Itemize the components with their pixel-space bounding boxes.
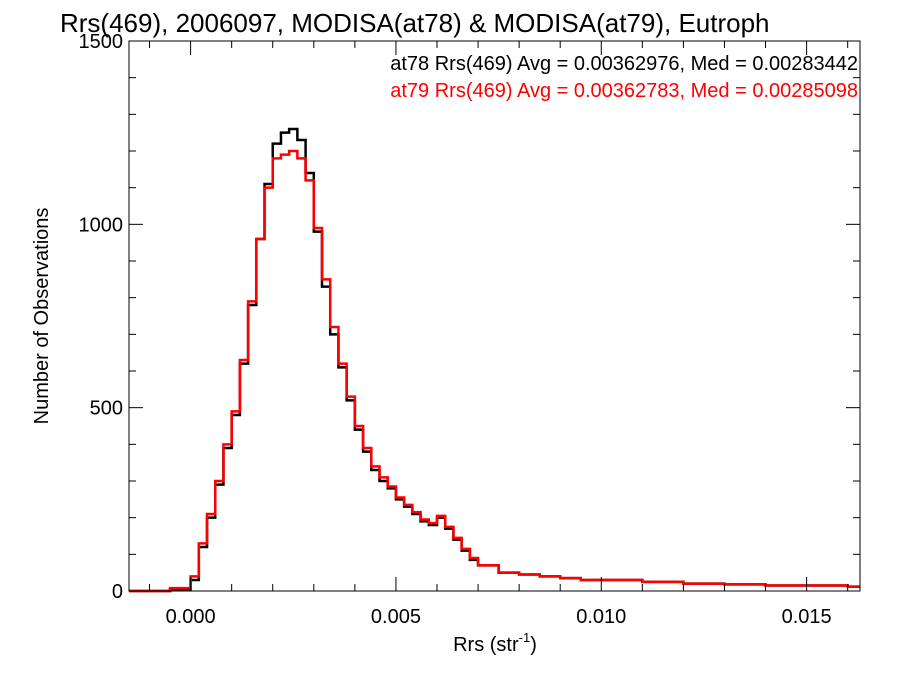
x-tick-label: 0.010 — [576, 606, 626, 628]
chart-title: Rrs(469), 2006097, MODISA(at78) & MODISA… — [60, 8, 770, 38]
legend: at78 Rrs(469) Avg = 0.00362976, Med = 0.… — [390, 53, 858, 102]
axes: 0.000 0.005 0.010 0.015 0 500 1000 1500 — [79, 31, 861, 628]
y-tick-label: 1000 — [79, 214, 124, 236]
y-tick-label: 500 — [90, 398, 123, 420]
y-tick-label: 0 — [112, 581, 123, 603]
series-2-line — [129, 149, 860, 593]
x-tick-label: 0.000 — [166, 606, 216, 628]
x-axis-label: Rrs (str-1) — [453, 630, 537, 656]
legend-entry-2: at79 Rrs(469) Avg = 0.00362783, Med = 0.… — [390, 80, 858, 102]
y-tick-label: 1500 — [79, 31, 124, 53]
x-tick-label: 0.005 — [371, 606, 421, 628]
legend-entry-1: at78 Rrs(469) Avg = 0.00362976, Med = 0.… — [390, 53, 858, 75]
plot-area — [129, 127, 860, 593]
x-tick-label: 0.015 — [782, 606, 832, 628]
x-axis-label-close: ) — [530, 634, 537, 656]
y-axis-label: Number of Observations — [31, 208, 53, 425]
x-axis-label-exponent: -1 — [519, 630, 531, 645]
x-axis-label-base: Rrs (str — [453, 634, 519, 656]
plot-frame — [128, 40, 861, 592]
